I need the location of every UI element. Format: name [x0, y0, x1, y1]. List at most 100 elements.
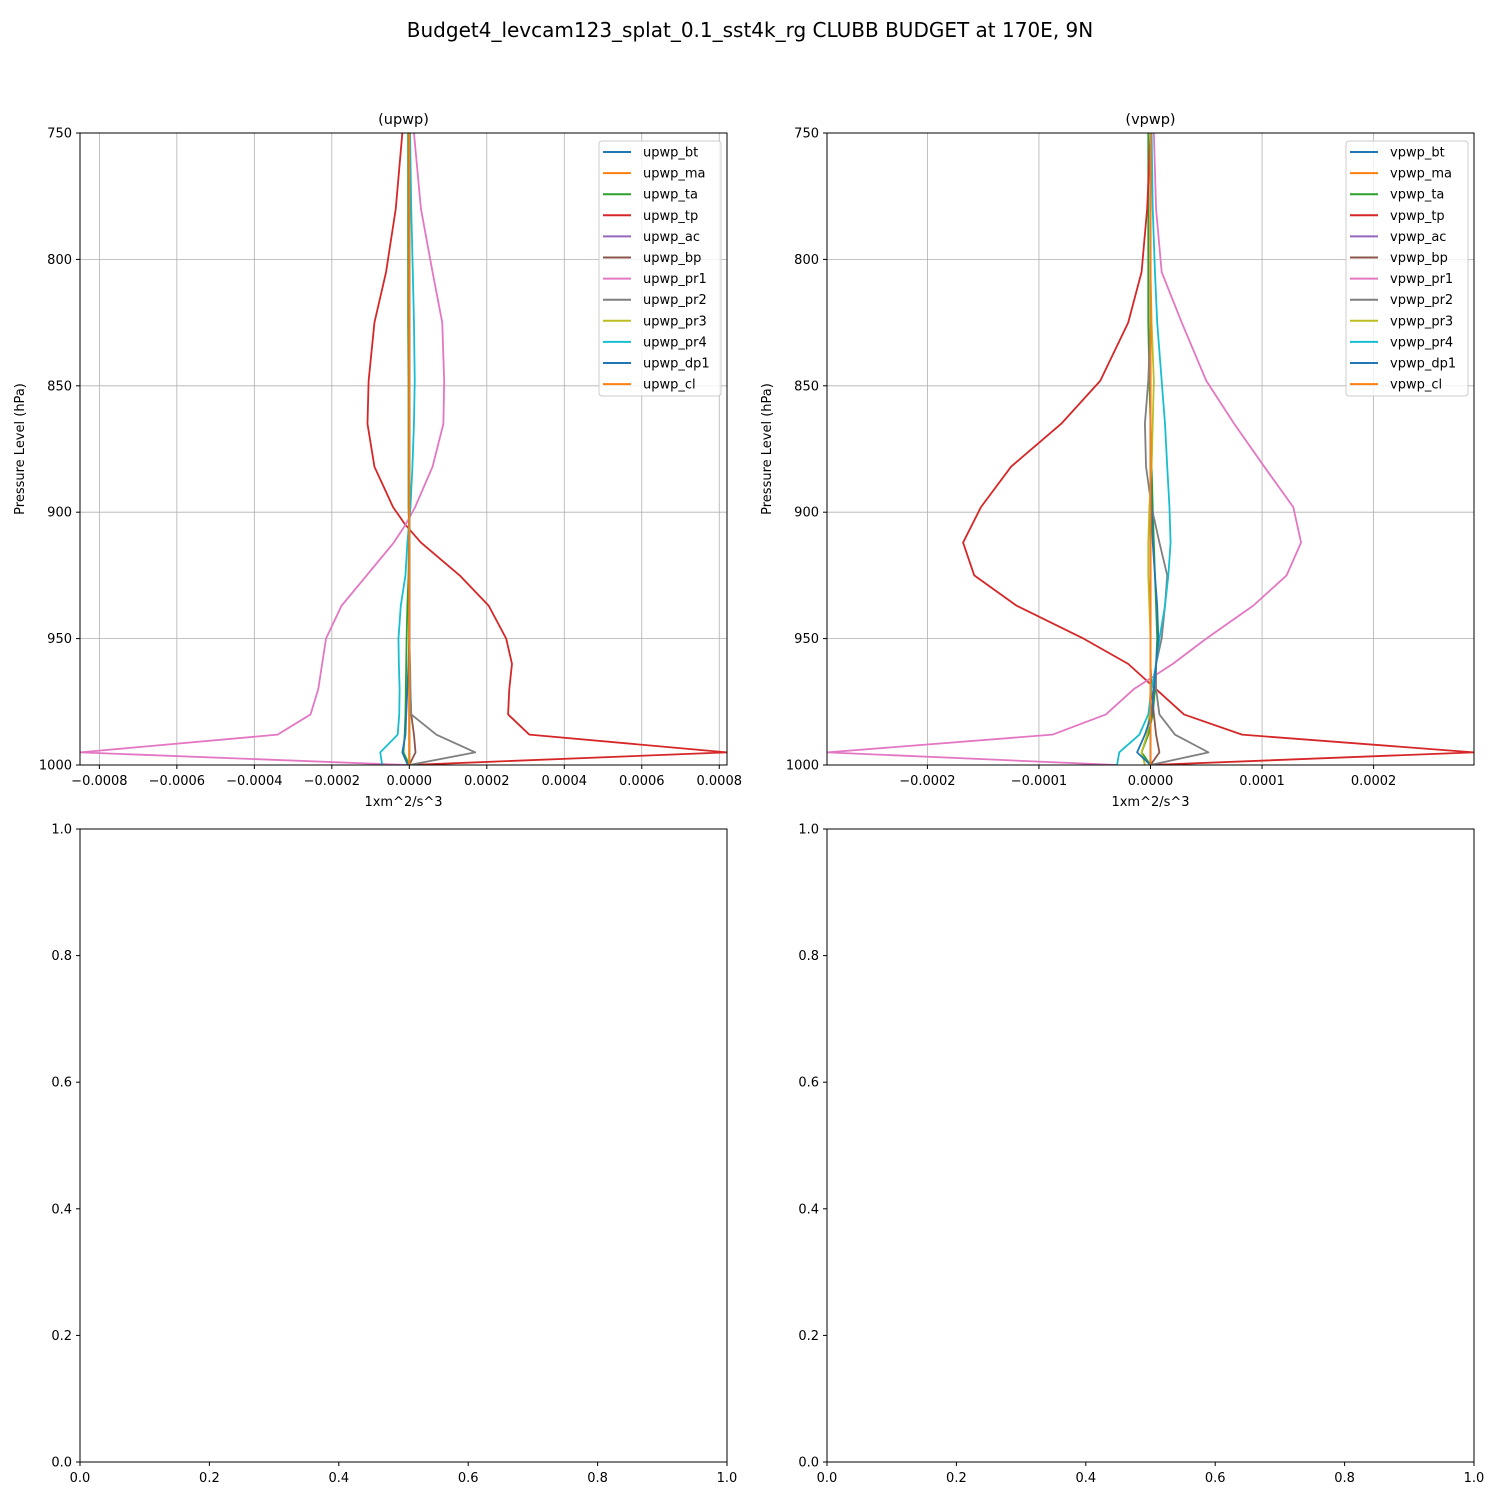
x-tick-label: 0.0001 [1239, 774, 1285, 789]
y-tick-label: 1000 [39, 759, 72, 774]
legend-label: upwp_bt [643, 146, 698, 161]
x-tick-label: −0.0004 [226, 774, 282, 789]
legend-label: vpwp_cl [1390, 378, 1442, 393]
series-line-vpwp_pr3 [1140, 133, 1155, 765]
x-tick-label: 0.0000 [1128, 774, 1174, 789]
x-tick-label: 0.0002 [1351, 774, 1397, 789]
legend-label: vpwp_ma [1390, 167, 1452, 182]
legend-label: upwp_ta [643, 188, 698, 203]
legend-label: upwp_pr3 [643, 314, 707, 329]
y-tick-label: 850 [794, 379, 819, 394]
y-tick-label: 900 [47, 506, 72, 521]
y-tick-label: 850 [47, 379, 72, 394]
legend-label: upwp_pr4 [643, 335, 707, 350]
legend: upwp_bt upwp_ma upwp_ta upwp_tp upwp_ac upwp_… [598, 140, 722, 397]
y-tick-label: 0.2 [51, 1329, 72, 1344]
y-tick-label: 0.4 [798, 1202, 819, 1217]
legend-label: upwp_cl [643, 378, 696, 393]
axes-frame [79, 828, 728, 1463]
axes-frame [79, 132, 728, 766]
subplot-4: 0.0 0.2 0.4 0.6 0.8 1.0 0.0 0.2 0.4 0.6 0.8 1.0 [798, 823, 1484, 1487]
x-tick-label: 1.0 [1464, 1471, 1485, 1486]
x-axis-label: 1xm^2/s^3 [364, 795, 442, 810]
x-tick-label: 0.8 [587, 1471, 608, 1486]
legend-label: vpwp_bp [1390, 251, 1448, 266]
subplot-1: −0.0008 −0.0006 −0.0004 −0.0002 0.0000 0.0002… [13, 112, 742, 810]
series-line-vpwp_tp [962, 133, 1474, 765]
legend-label: vpwp_bt [1390, 146, 1445, 161]
x-tick-label: 0.0000 [387, 774, 433, 789]
legend-box [1345, 140, 1469, 397]
x-tick-label: −0.0001 [1011, 774, 1067, 789]
series-line-upwp_pr1 [80, 133, 446, 765]
series-line-vpwp_pr1 [827, 133, 1302, 765]
subplot-2: −0.0002 −0.0001 0.0000 0.0001 0.0002 750 800 85… [760, 112, 1475, 810]
x-tick-label: −0.0002 [899, 774, 955, 789]
legend-label: upwp_pr1 [643, 272, 707, 287]
x-tick-label: 0.2 [199, 1471, 220, 1486]
y-tick-label: 1.0 [798, 823, 819, 838]
legend-label: upwp_bp [643, 251, 701, 266]
y-tick-label: 0.2 [798, 1329, 819, 1344]
y-tick-label: 750 [47, 127, 72, 142]
y-tick-label: 800 [794, 253, 819, 268]
y-tick-label: 950 [47, 632, 72, 647]
x-tick-label: 0.2 [946, 1471, 967, 1486]
series-line-upwp_tp [366, 133, 727, 765]
x-tick-label: 0.0 [70, 1471, 91, 1486]
y-tick-label: 950 [794, 632, 819, 647]
subplot-title: (vpwp) [1125, 112, 1175, 128]
legend-label: vpwp_ta [1390, 188, 1444, 203]
y-tick-label: 1000 [786, 759, 819, 774]
legend-label: upwp_pr2 [643, 293, 707, 308]
x-tick-label: 0.6 [1205, 1471, 1226, 1486]
y-tick-label: 0.0 [51, 1456, 72, 1471]
legend-label: vpwp_dp1 [1390, 357, 1456, 372]
legend-label: upwp_dp1 [643, 357, 710, 372]
legend-label: vpwp_pr4 [1390, 335, 1453, 350]
x-tick-label: −0.0002 [304, 774, 360, 789]
x-tick-label: 0.0004 [542, 774, 588, 789]
y-tick-label: 0.0 [798, 1456, 819, 1471]
legend: vpwp_bt vpwp_ma vpwp_ta vpwp_tp vpwp_ac vpwp_… [1345, 140, 1469, 397]
y-tick-label: 0.6 [798, 1076, 819, 1091]
legend-label: vpwp_pr3 [1390, 314, 1453, 329]
legend-label: upwp_tp [643, 209, 698, 224]
x-tick-label: 0.6 [458, 1471, 479, 1486]
x-tick-label: −0.0006 [149, 774, 205, 789]
y-tick-label: 0.8 [798, 949, 819, 964]
subplot-title: (upwp) [378, 112, 429, 128]
y-tick-label: 1.0 [51, 823, 72, 838]
legend-label: vpwp_pr1 [1390, 272, 1453, 287]
y-tick-label: 0.4 [51, 1202, 72, 1217]
x-tick-label: 0.0 [817, 1471, 838, 1486]
legend-label: vpwp_pr2 [1390, 293, 1453, 308]
legend-label: vpwp_ac [1390, 230, 1446, 245]
y-tick-label: 900 [794, 506, 819, 521]
legend-label: vpwp_tp [1390, 209, 1445, 224]
x-tick-label: 0.0008 [697, 774, 743, 789]
series-line-vpwp_pr4 [1116, 133, 1172, 765]
x-tick-label: 0.4 [328, 1471, 349, 1486]
x-axis-label: 1xm^2/s^3 [1111, 795, 1189, 810]
figure-title: Budget4_levcam123_splat_0.1_sst4k_rg CLU… [407, 18, 1093, 42]
series-group [827, 133, 1474, 765]
y-tick-label: 750 [794, 127, 819, 142]
x-tick-label: 0.0006 [619, 774, 665, 789]
legend-label: upwp_ma [643, 167, 706, 182]
x-tick-label: 0.0002 [464, 774, 510, 789]
axes-frame [826, 828, 1475, 1463]
x-tick-label: 1.0 [717, 1471, 738, 1486]
series-line-upwp_pr4 [379, 133, 416, 765]
legend-box [598, 140, 722, 397]
y-axis-label: Pressure Level (hPa) [760, 383, 775, 515]
x-tick-label: 0.4 [1075, 1471, 1096, 1486]
y-tick-label: 800 [47, 253, 72, 268]
x-tick-label: 0.8 [1334, 1471, 1355, 1486]
series-group [80, 133, 727, 765]
y-tick-label: 0.8 [51, 949, 72, 964]
y-tick-label: 0.6 [51, 1076, 72, 1091]
subplot-3: 0.0 0.2 0.4 0.6 0.8 1.0 0.0 0.2 0.4 0.6 0.8 1.0 [51, 823, 737, 1487]
